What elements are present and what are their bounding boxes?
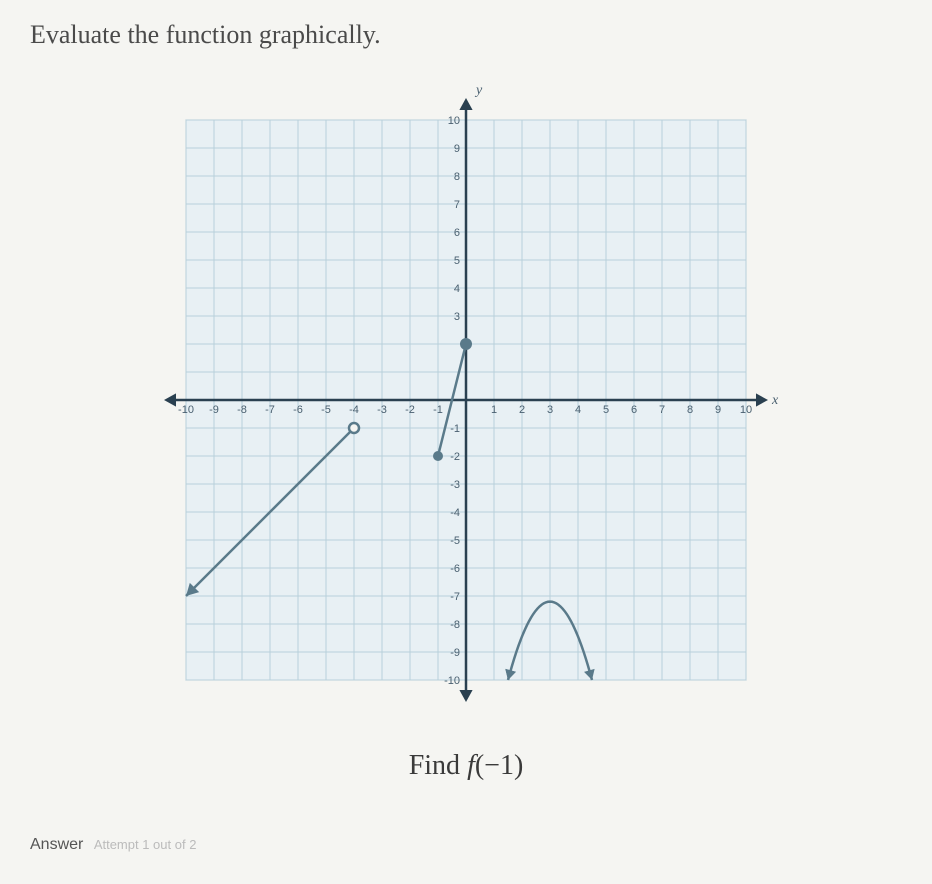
svg-text:10: 10 [448,115,460,127]
svg-text:-3: -3 [450,479,460,491]
answer-row[interactable]: Answer Attempt 1 out of 2 [30,836,196,854]
find-label: Find f(−1) [30,750,902,782]
svg-text:7: 7 [454,199,460,211]
svg-text:2: 2 [519,404,525,416]
function-symbol: f [467,750,475,781]
svg-text:5: 5 [454,255,460,267]
find-prefix: Find [409,750,467,781]
attempt-text: Attempt 1 out of 2 [94,837,197,852]
svg-text:-1: -1 [433,404,443,416]
svg-text:-7: -7 [450,591,460,603]
svg-text:10: 10 [740,404,752,416]
svg-text:9: 9 [715,404,721,416]
svg-text:8: 8 [687,404,693,416]
svg-text:4: 4 [575,404,581,416]
svg-text:-6: -6 [450,563,460,575]
svg-text:3: 3 [454,311,460,323]
chart-container: y x -10 -9 -8 -7 -6 -5 -4 -3 -2 -1 1 2 3 4 5 6 7 8 9 10 3 4 5 6 7 8… [146,80,786,725]
svg-text:-10: -10 [444,675,460,687]
answer-label: Answer [30,836,83,853]
svg-text:-3: -3 [377,404,387,416]
svg-text:-4: -4 [450,507,460,519]
svg-text:8: 8 [454,171,460,183]
svg-text:y: y [474,83,483,98]
page-title: Evaluate the function graphically. [30,20,902,50]
svg-text:-5: -5 [321,404,331,416]
svg-text:7: 7 [659,404,665,416]
chart-area: y x -10 -9 -8 -7 -6 -5 -4 -3 -2 -1 1 2 3 4 5 6 7 8 9 10 3 4 5 6 7 8… [30,80,902,725]
svg-text:-6: -6 [293,404,303,416]
svg-text:-8: -8 [237,404,247,416]
svg-text:-5: -5 [450,535,460,547]
svg-text:-2: -2 [450,451,460,463]
svg-text:-2: -2 [405,404,415,416]
svg-text:6: 6 [631,404,637,416]
function-argument: (−1) [475,750,523,781]
function-graph: y x -10 -9 -8 -7 -6 -5 -4 -3 -2 -1 1 2 3 4 5 6 7 8 9 10 3 4 5 6 7 8… [146,80,786,720]
svg-text:-4: -4 [349,404,359,416]
svg-text:1: 1 [491,404,497,416]
svg-text:5: 5 [603,404,609,416]
svg-text:4: 4 [454,283,460,295]
svg-text:-7: -7 [265,404,275,416]
svg-text:x: x [771,393,779,408]
svg-text:-9: -9 [209,404,219,416]
svg-text:-1: -1 [450,423,460,435]
svg-text:-10: -10 [178,404,194,416]
svg-text:-8: -8 [450,619,460,631]
svg-text:9: 9 [454,143,460,155]
svg-text:3: 3 [547,404,553,416]
svg-text:6: 6 [454,227,460,239]
svg-text:-9: -9 [450,647,460,659]
